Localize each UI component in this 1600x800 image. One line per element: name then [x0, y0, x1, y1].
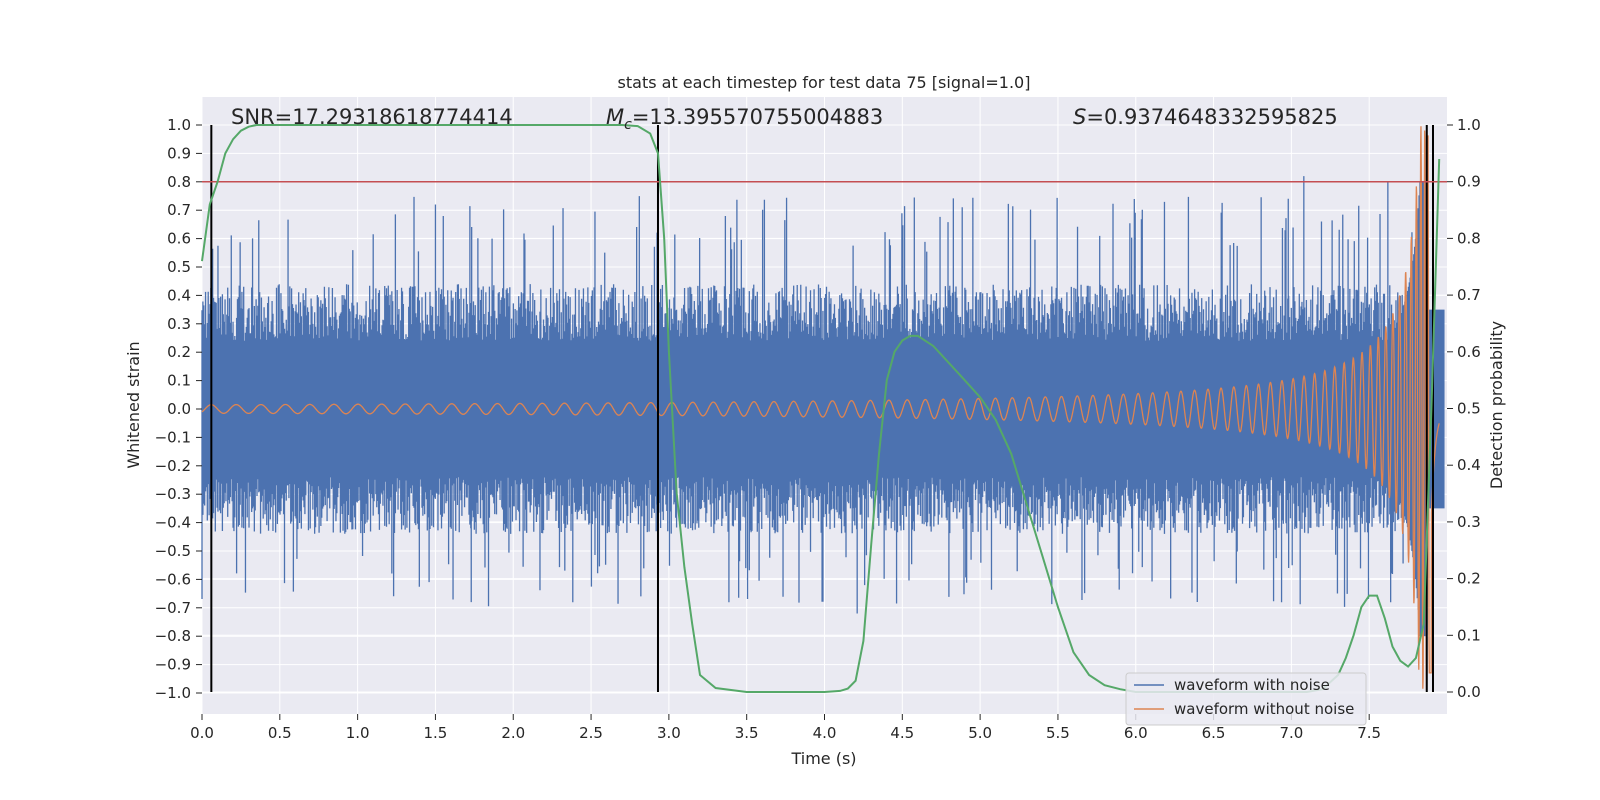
y2-tick-label: 0.2	[1457, 570, 1481, 588]
x-tick-label: 3.5	[735, 724, 759, 742]
y-tick-label: −0.2	[155, 457, 191, 475]
x-tick-label: 3.0	[657, 724, 681, 742]
y-tick-label: 0.1	[167, 372, 191, 390]
chart-title: stats at each timestep for test data 75 …	[618, 73, 1031, 92]
x-tick-label: 0.0	[190, 724, 214, 742]
x-tick-label: 2.5	[579, 724, 603, 742]
y-tick-label: −0.8	[155, 627, 191, 645]
x-tick-label: 7.0	[1279, 724, 1303, 742]
snr-annotation: SNR=17.29318618774414	[231, 105, 513, 129]
y-tick-label: −0.1	[155, 428, 191, 446]
y-tick-label: 0.8	[167, 173, 191, 191]
x-tick-label: 4.0	[813, 724, 837, 742]
axes: 0.0 0.5 1.0 1.5 2.0 2.5 3.0 3.5 4.0 4.5 5.0 5.5 6.0 6…	[155, 116, 1481, 742]
x-tick-label: 5.0	[968, 724, 992, 742]
y-tick-label: 0.5	[167, 258, 191, 276]
y2-tick-label: 0.4	[1457, 456, 1481, 474]
legend-label-clean: waveform without noise	[1174, 700, 1354, 718]
y-tick-label: 0.3	[167, 315, 191, 333]
y2-tick-label: 0.6	[1457, 343, 1481, 361]
vlines	[210, 125, 1434, 692]
y-tick-label: 1.0	[167, 116, 191, 134]
probability-series	[201, 124, 1447, 693]
y-tick-label: 0.4	[167, 286, 191, 304]
y-tick-label: 0.2	[167, 343, 191, 361]
s-value: =0.9374648332595825	[1086, 105, 1337, 129]
x-tick-label: 1.0	[346, 724, 370, 742]
x-tick-label: 4.5	[890, 724, 914, 742]
x-tick-label: 0.5	[268, 724, 292, 742]
y-tick-label: −0.7	[155, 599, 191, 617]
y-tick-label: 0.0	[167, 400, 191, 418]
y-tick-label: 0.6	[167, 230, 191, 248]
y2-tick-label: 0.8	[1457, 229, 1481, 247]
x-tick-label: 5.5	[1046, 724, 1070, 742]
y-tick-label: 0.9	[167, 144, 191, 162]
s-symbol: S	[1073, 105, 1086, 129]
y2-tick-label: 1.0	[1457, 116, 1481, 134]
mc-symbol: M	[606, 105, 624, 129]
mc-value: =13.395570755004883	[632, 105, 883, 129]
x-tick-label: 7.5	[1357, 724, 1381, 742]
y-tick-label: −0.6	[155, 570, 191, 588]
y2-axis-label: Detection probability	[1487, 321, 1506, 489]
legend: waveform with noise waveform without noi…	[1125, 672, 1367, 726]
y2-tick-label: 0.7	[1457, 286, 1481, 304]
y-tick-label: −0.9	[155, 656, 191, 674]
legend-label-noise: waveform with noise	[1174, 676, 1330, 694]
y-tick-label: −0.4	[155, 514, 191, 532]
mc-subscript: c	[624, 117, 632, 133]
y-tick-label: 0.7	[167, 201, 191, 219]
y-axis-label: Whitened strain	[124, 341, 143, 468]
y-tick-label: −0.5	[155, 542, 191, 560]
x-tick-label: 6.5	[1202, 724, 1226, 742]
y-tick-label: −0.3	[155, 485, 191, 503]
y2-tick-label: 0.5	[1457, 400, 1481, 418]
waveform-without-noise-line	[201, 126, 1440, 691]
y2-tick-label: 0.9	[1457, 173, 1481, 191]
mc-annotation: Mc=13.395570755004883	[606, 105, 883, 133]
x-axis-label: Time (s)	[790, 749, 856, 768]
s-annotation: S=0.9374648332595825	[1073, 105, 1338, 129]
y2-tick-label: 0.1	[1457, 626, 1481, 644]
y2-tick-label: 0.3	[1457, 513, 1481, 531]
x-tick-label: 1.5	[424, 724, 448, 742]
x-tick-label: 6.0	[1124, 724, 1148, 742]
detection-probability-line	[201, 124, 1441, 693]
y2-tick-label: 0.0	[1457, 683, 1481, 701]
clean-series	[201, 126, 1440, 691]
legend-box	[1125, 672, 1367, 726]
y-tick-label: −1.0	[155, 684, 191, 702]
x-tick-label: 2.0	[501, 724, 525, 742]
